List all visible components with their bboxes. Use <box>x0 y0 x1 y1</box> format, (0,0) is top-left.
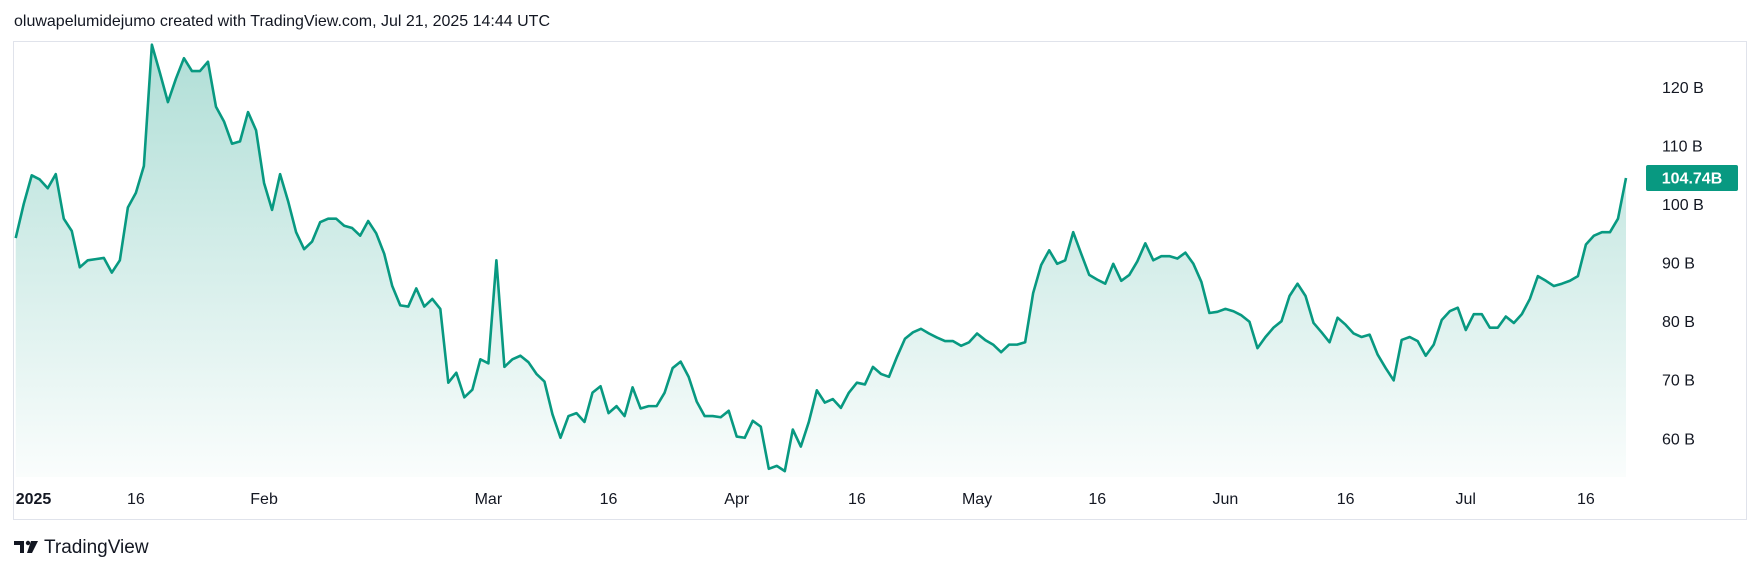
x-tick-label: 16 <box>1088 491 1106 508</box>
x-tick-label: 16 <box>600 491 618 508</box>
plot-pane <box>14 43 1628 477</box>
area-fill <box>15 44 1627 477</box>
x-tick-label: May <box>962 491 992 508</box>
last-value-tag <box>1646 165 1738 192</box>
price-line <box>14 43 1628 473</box>
x-tick-label: 16 <box>848 491 866 508</box>
last-value-label: 104.74B <box>1662 170 1723 187</box>
x-tick-label: 2025 <box>16 491 52 508</box>
header: oluwapelumidejumo created with TradingVi… <box>14 13 550 30</box>
x-tick-label: 16 <box>127 491 145 508</box>
y-tick-label: 80 B <box>1662 314 1695 331</box>
y-tick-label: 60 B <box>1662 431 1695 448</box>
x-tick-label: Jun <box>1213 491 1239 508</box>
brand: TradingView <box>44 537 149 558</box>
x-tick-label: Apr <box>724 491 750 508</box>
x-tick-label: 16 <box>1577 491 1595 508</box>
x-tick-label: Feb <box>250 491 278 508</box>
x-tick-label: 16 <box>1337 491 1355 508</box>
y-tick-label: 120 B <box>1662 80 1704 97</box>
y-tick-label: 110 B <box>1662 138 1703 155</box>
y-tick-label: 90 B <box>1662 256 1695 273</box>
y-tick-label: 100 B <box>1662 197 1704 214</box>
chart-frame <box>13 41 1747 520</box>
x-tick-label: Jul <box>1456 491 1476 508</box>
y-tick-label: 70 B <box>1662 373 1695 390</box>
x-tick-label: Mar <box>475 491 503 508</box>
logo <box>14 540 38 553</box>
